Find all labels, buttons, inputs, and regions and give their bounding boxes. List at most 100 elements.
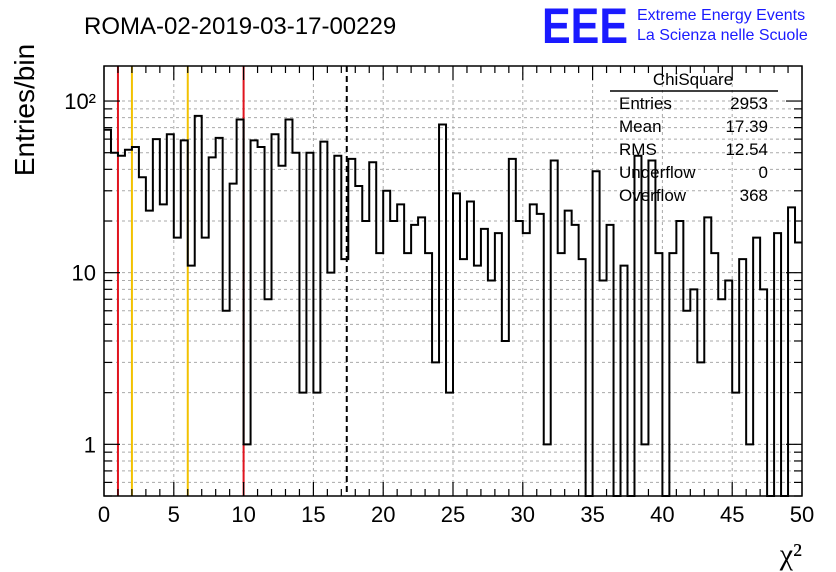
histogram-bin	[118, 156, 125, 496]
stats-mean-label: Mean	[619, 117, 662, 136]
histogram-bin	[285, 120, 292, 496]
histogram-bin	[669, 253, 676, 496]
stats-row: Mean 17.39	[619, 117, 768, 136]
stats-overflow-label: Overflow	[619, 186, 687, 205]
histogram-bin	[753, 238, 760, 496]
histogram-bin	[230, 184, 237, 496]
x-tick-label: 50	[790, 502, 814, 527]
histogram-bin	[446, 393, 453, 496]
x-tick-label: 35	[580, 502, 604, 527]
histogram-bin	[272, 134, 279, 496]
histogram-bin	[788, 207, 795, 496]
histogram-bin	[502, 341, 509, 496]
histogram-bin	[607, 225, 614, 496]
histogram-bin	[139, 177, 146, 496]
histogram-bin	[481, 229, 488, 496]
histogram-bin	[383, 191, 390, 496]
histogram-bin	[711, 253, 718, 496]
histogram-bin	[593, 171, 600, 496]
y-tick-label: 10²	[64, 89, 96, 114]
histogram-bin	[655, 253, 662, 496]
histogram-bin	[202, 238, 209, 496]
histogram-bin	[676, 221, 683, 496]
stats-row: Overflow 368	[619, 186, 768, 205]
y-axis-label: Entries/bin	[9, 44, 40, 176]
histogram-bins	[104, 114, 802, 497]
histogram-bin	[432, 362, 439, 496]
histogram-bin	[732, 393, 739, 496]
histogram-bin	[704, 217, 711, 496]
histogram-bin	[572, 225, 579, 496]
histogram-bin	[146, 211, 153, 496]
histogram-bin	[320, 142, 327, 496]
histogram-bin	[523, 233, 530, 496]
histogram-bin	[634, 156, 641, 496]
histogram-bin	[125, 150, 132, 496]
histogram-bin	[683, 311, 690, 496]
histogram-bin	[223, 311, 230, 496]
x-tick-label: 10	[231, 502, 255, 527]
histogram-bin	[327, 273, 334, 496]
histogram-bin	[418, 217, 425, 496]
x-tick-label: 20	[371, 502, 395, 527]
x-tick-label: 45	[720, 502, 744, 527]
histogram-bin	[558, 253, 565, 496]
histogram-bin	[132, 147, 139, 496]
histogram-bin	[369, 162, 376, 496]
stats-entries-label: Entries	[619, 94, 672, 113]
y-tick-label: 1	[84, 432, 96, 457]
logo-line-2: La Scienza nelle Scuole	[637, 27, 808, 44]
histogram-outline	[104, 114, 802, 497]
x-axis-label: χ²	[779, 538, 802, 571]
histogram-bin	[258, 147, 265, 496]
histogram-bin	[397, 204, 404, 496]
histogram-bin	[544, 444, 551, 496]
histogram-bin	[181, 140, 188, 496]
x-tick-label: 30	[511, 502, 535, 527]
stats-row: Entries 2953	[619, 94, 768, 113]
histogram-bin	[355, 186, 362, 496]
histogram-bin	[565, 211, 572, 496]
histogram-bin	[174, 238, 181, 496]
histogram-bin	[313, 393, 320, 496]
logo-line-1: Extreme Energy Events	[637, 7, 805, 24]
histogram-bin	[376, 253, 383, 496]
stats-underflow-label: Underflow	[619, 163, 696, 182]
histogram-bin	[488, 281, 495, 496]
histogram-bin	[467, 201, 474, 496]
histogram-bin	[279, 166, 286, 496]
x-tick-label: 25	[441, 502, 465, 527]
stats-overflow-value: 368	[740, 186, 768, 205]
histogram-bin	[509, 159, 516, 496]
stats-entries-value: 2953	[730, 94, 768, 113]
y-tick-label: 10	[72, 261, 96, 286]
histogram-bin	[551, 161, 558, 496]
histogram-bin	[697, 362, 704, 496]
histogram-bin	[348, 159, 355, 496]
histogram-bin	[390, 221, 397, 496]
histogram-bin	[760, 289, 767, 496]
histogram-bin	[334, 156, 341, 496]
x-tick-label: 40	[650, 502, 674, 527]
histogram-bin	[439, 124, 446, 496]
histogram-bin	[453, 193, 460, 496]
stats-title: ChiSquare	[653, 70, 733, 89]
histogram-bin	[104, 130, 111, 496]
histogram-bin	[641, 444, 648, 496]
stats-box: ChiSquare Entries 2953 Mean 17.39 RMS 12…	[610, 70, 778, 205]
histogram-bin	[341, 259, 348, 496]
histogram-bin	[244, 444, 251, 496]
histogram-bin	[160, 204, 167, 496]
histogram-bin	[537, 214, 544, 496]
eee-logo: EEE Extreme Energy Events La Scienza nel…	[542, 0, 808, 54]
histogram-bin	[251, 140, 258, 496]
x-tick-label: 15	[301, 502, 325, 527]
histogram-bin	[195, 116, 202, 496]
chart-title: ROMA-02-2019-03-17-00229	[84, 13, 396, 40]
histogram-bin	[530, 204, 537, 496]
stats-mean-value: 17.39	[725, 117, 768, 136]
histogram-bin	[237, 120, 244, 496]
histogram-bin	[167, 134, 174, 496]
histogram-bin	[600, 281, 607, 496]
